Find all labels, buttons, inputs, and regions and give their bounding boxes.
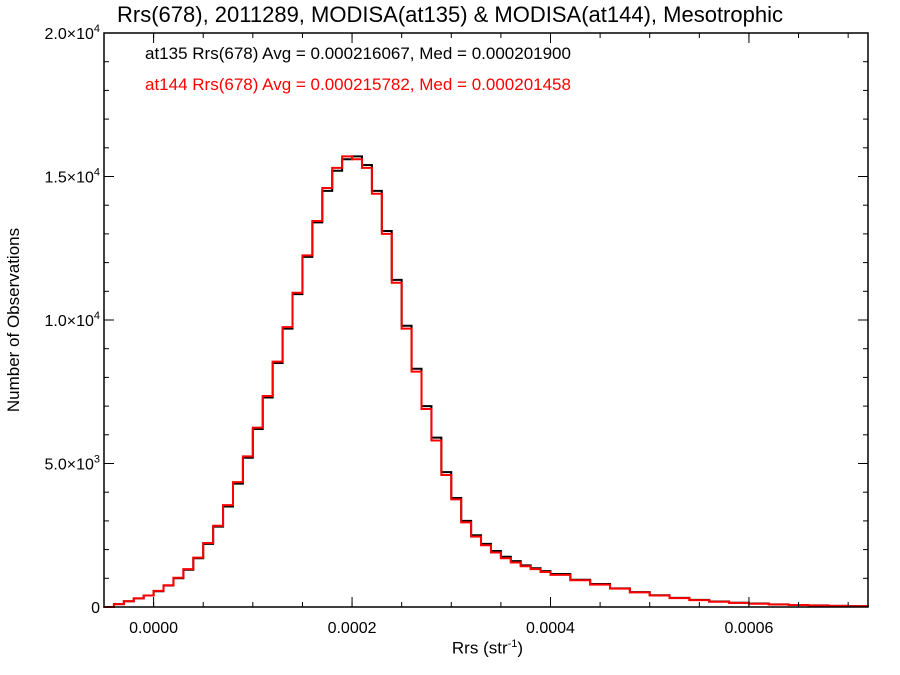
y-tick-label: 0 [91, 600, 100, 617]
series-1-point [113, 603, 115, 605]
x-axis-label: Rrs (str-1) [0, 638, 900, 659]
series-1-point [410, 370, 413, 373]
series-1-point [281, 326, 284, 328]
series-1-point [202, 542, 205, 544]
series-1-point [529, 568, 532, 570]
series-1-point [470, 535, 472, 538]
series-1-point [182, 568, 185, 570]
series-1-point [212, 524, 214, 527]
series-1-point [688, 599, 691, 601]
series-1-point [371, 192, 373, 195]
series-1-point [400, 327, 403, 330]
series-1-point [480, 544, 482, 547]
series-1-point [500, 557, 502, 560]
chart-title: Rrs(678), 2011289, MODISA(at135) & MODIS… [117, 2, 783, 27]
series-1-point [767, 603, 770, 606]
series-1-point [569, 579, 572, 582]
x-tick-label: 0.0002 [328, 620, 377, 637]
series-1-point [162, 584, 165, 586]
series-1-point [549, 574, 552, 576]
series-line-1 [104, 155, 869, 608]
series-1-point [510, 561, 512, 564]
series-1-point [381, 233, 383, 235]
series-1-point [252, 426, 254, 429]
series-1-point [490, 551, 492, 554]
series-1-point [609, 587, 611, 590]
series-1-point [242, 455, 244, 458]
series-1-point [708, 600, 711, 603]
series-1-point [460, 521, 462, 524]
series-1-point [222, 504, 224, 506]
series-1-point [361, 167, 363, 169]
series-1-point [440, 474, 443, 476]
series-1-point [351, 158, 353, 161]
series-1-point [648, 594, 651, 597]
series-1-point [787, 604, 790, 606]
annotation-at135: at135 Rrs(678) Avg = 0.000216067, Med = … [145, 44, 571, 63]
series-1-point [341, 155, 343, 158]
x-tick-label: 0.0004 [526, 620, 575, 637]
series-1-point [142, 594, 145, 597]
series-1-point [589, 583, 591, 586]
series-1-point [430, 439, 433, 442]
annotation-at144: at144 Rrs(678) Avg = 0.000215782, Med = … [145, 75, 571, 94]
plot-frame [103, 32, 869, 608]
series-1-point [311, 220, 314, 222]
series-1-point [668, 597, 671, 599]
x-tick-label: 0.0006 [724, 620, 773, 637]
series-1-point [331, 167, 334, 169]
series-1-point [450, 498, 453, 501]
y-tick-label: 1.0×104 [44, 310, 100, 330]
series-1-point [728, 602, 730, 604]
x-axis-label-end: ) [517, 638, 524, 658]
series-1-point [807, 604, 810, 607]
series-1-point [539, 571, 542, 573]
series-1-point [172, 576, 175, 579]
y-tick-label: 5.0×103 [44, 454, 100, 474]
series-1-point [291, 291, 294, 294]
series-1-point [420, 408, 423, 410]
series-1-point [271, 360, 274, 363]
series-1-point [192, 556, 195, 559]
series-1-point [152, 590, 155, 592]
series-1-point [123, 600, 125, 603]
series-1-point [519, 565, 522, 568]
x-axis-label-text: Rrs (str [451, 638, 508, 658]
y-tick-label: 2.0×104 [44, 23, 100, 43]
series-1-point [232, 481, 234, 483]
series-1-point [132, 597, 135, 600]
series-1-point [390, 281, 393, 284]
series-line-0 [104, 155, 869, 608]
x-axis-label-superscript: -1 [507, 638, 518, 650]
y-axis-label: Number of Observations [4, 227, 23, 413]
series-1-point [261, 395, 264, 397]
series-1-point [301, 254, 304, 257]
series-1-point [629, 591, 631, 594]
series-1-point [321, 187, 324, 189]
y-tick-label: 1.5×104 [44, 167, 100, 187]
x-tick-label: 0.0000 [129, 620, 178, 637]
